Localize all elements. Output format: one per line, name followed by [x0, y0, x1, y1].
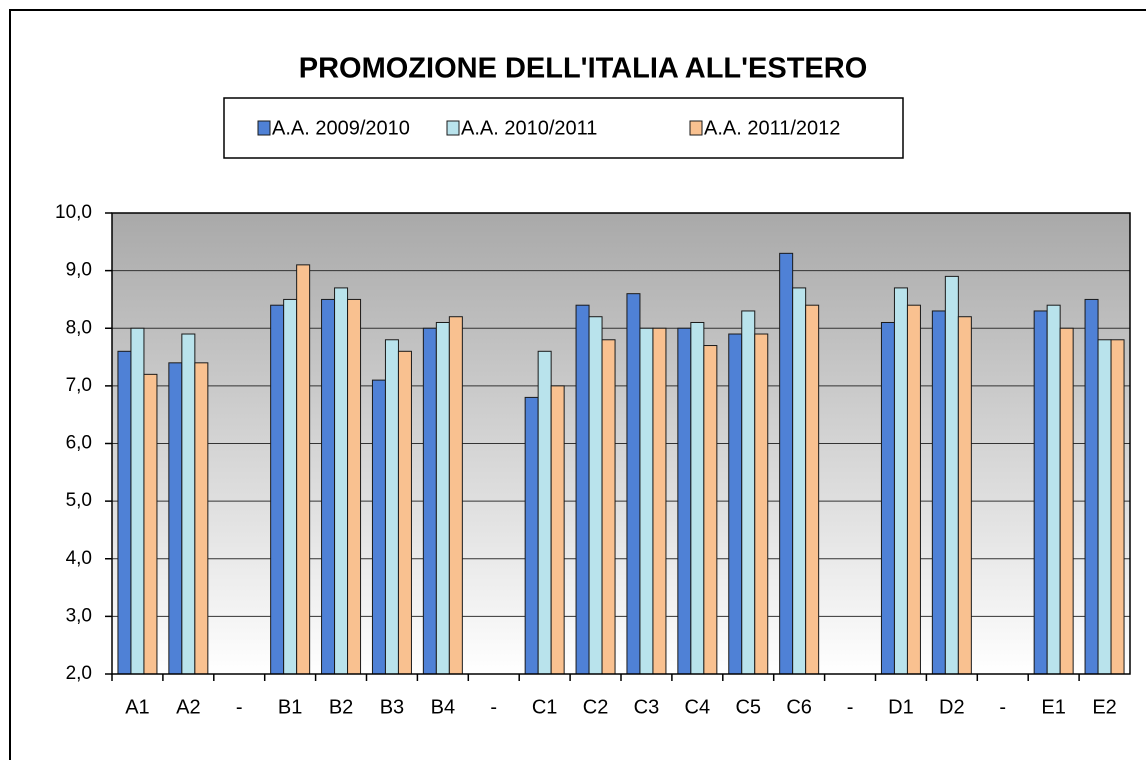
chart-title: PROMOZIONE DELL'ITALIA ALL'ESTERO — [299, 53, 868, 85]
y-tick-label: 6,0 — [66, 433, 92, 454]
bar — [422, 327, 437, 675]
bar — [143, 373, 158, 675]
x-tick-label: B1 — [278, 696, 302, 718]
bar — [1097, 339, 1112, 675]
bar — [588, 316, 603, 675]
bar — [792, 287, 807, 675]
x-tick-label: C6 — [786, 696, 812, 718]
legend-swatch — [689, 120, 703, 136]
bar — [117, 350, 132, 675]
bar — [334, 287, 349, 675]
x-tick-label: - — [999, 696, 1006, 718]
x-tick-label: C4 — [685, 696, 711, 718]
bar — [754, 333, 769, 675]
bar — [1084, 298, 1099, 675]
bar — [524, 396, 539, 675]
x-tick-label: E2 — [1092, 696, 1116, 718]
bar — [270, 304, 285, 675]
bar — [575, 304, 590, 675]
x-tick-label: A2 — [176, 696, 200, 718]
y-tick-label: 10,0 — [55, 202, 92, 223]
bar — [880, 321, 895, 675]
bar — [677, 327, 692, 675]
bar — [347, 298, 362, 675]
bar — [728, 333, 743, 675]
bar — [931, 310, 946, 675]
legend-label: A.A. 2011/2012 — [704, 117, 840, 139]
bar — [130, 327, 145, 675]
bar — [168, 362, 183, 675]
bar — [181, 333, 196, 675]
legend-swatch — [446, 120, 460, 136]
x-tick-label: B4 — [431, 696, 455, 718]
bar — [893, 287, 908, 675]
bar — [1110, 339, 1125, 675]
x-tick-label: C2 — [583, 696, 609, 718]
bar — [1046, 304, 1061, 675]
plot-border — [111, 212, 1131, 675]
x-tick-label: D1 — [888, 696, 914, 718]
legend-label: A.A. 2010/2011 — [461, 117, 597, 139]
x-tick-label: D2 — [939, 696, 965, 718]
bar — [435, 321, 450, 675]
x-tick-label: B2 — [329, 696, 353, 718]
bar — [397, 350, 412, 675]
y-tick-label: 8,0 — [66, 317, 92, 338]
legend-swatch — [257, 120, 271, 136]
bar — [779, 252, 794, 675]
bar — [550, 385, 565, 675]
legend — [223, 97, 904, 159]
bar — [194, 362, 209, 675]
bar — [448, 316, 463, 675]
y-tick-label: 5,0 — [66, 490, 92, 511]
y-tick-label: 4,0 — [66, 548, 92, 569]
bar — [601, 339, 616, 675]
bar — [296, 264, 311, 675]
y-tick-label: 3,0 — [66, 605, 92, 626]
x-tick-label: C1 — [532, 696, 558, 718]
bar — [626, 293, 641, 675]
bar — [537, 350, 552, 675]
x-tick-label: E1 — [1041, 696, 1065, 718]
bar — [371, 379, 386, 675]
bar — [805, 304, 820, 675]
bar — [652, 327, 667, 675]
bar — [690, 321, 705, 675]
legend-label: A.A. 2009/2010 — [272, 117, 410, 139]
x-tick-label: - — [847, 696, 854, 718]
bar — [321, 298, 336, 675]
x-tick-label: B3 — [380, 696, 404, 718]
bar — [283, 298, 298, 675]
bar — [906, 304, 921, 675]
bar — [944, 275, 959, 675]
x-tick-label: - — [236, 696, 243, 718]
x-tick-label: C3 — [634, 696, 660, 718]
bar — [1059, 327, 1074, 675]
bar — [703, 345, 718, 675]
bar — [1033, 310, 1048, 675]
bar — [384, 339, 399, 675]
x-tick-label: C5 — [735, 696, 761, 718]
x-tick-label: - — [490, 696, 497, 718]
bar — [741, 310, 756, 675]
y-tick-label: 2,0 — [66, 663, 92, 684]
y-tick-label: 9,0 — [66, 260, 92, 281]
bar — [957, 316, 972, 675]
bar — [639, 327, 654, 675]
x-tick-label: A1 — [125, 696, 149, 718]
y-tick-label: 7,0 — [66, 375, 92, 396]
